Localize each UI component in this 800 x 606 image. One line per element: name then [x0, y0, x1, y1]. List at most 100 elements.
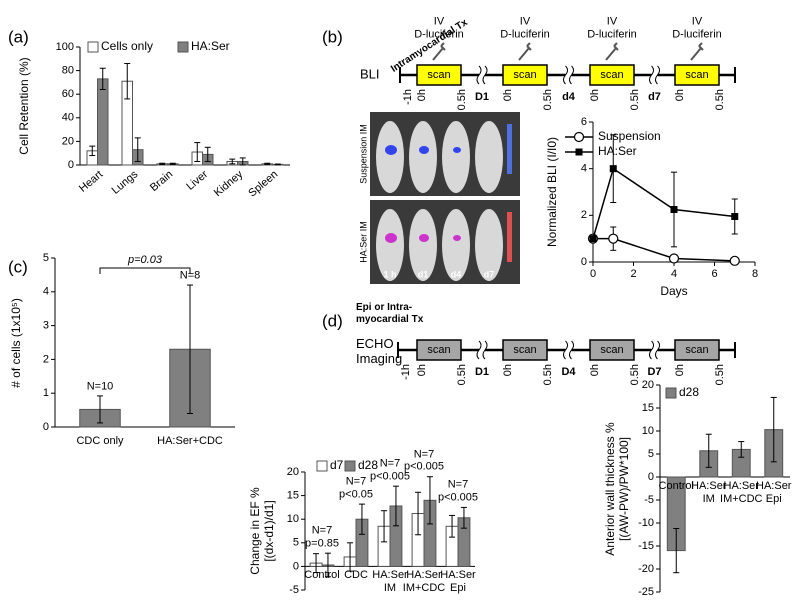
legend-swatch [665, 387, 677, 399]
y-tick-label: 60 [62, 88, 74, 100]
marker [731, 213, 739, 220]
scan-box [502, 339, 548, 361]
scan-label: scan [600, 69, 623, 81]
image-col-label: 1 h [383, 269, 396, 279]
timeline-break-mark [563, 65, 574, 85]
injection-label: IV D-luciferin [587, 15, 637, 40]
y-tick-label: 20 [62, 135, 74, 147]
scan-label: scan [513, 69, 536, 81]
scan-label: scan [427, 344, 450, 356]
image-col-label: d7 [484, 269, 495, 279]
x-tick-label: HA:Ser Epi [440, 569, 476, 595]
y-tick-label: 5 [293, 537, 299, 549]
y-tick-label: 2 [43, 353, 49, 365]
legend-swatch [344, 460, 356, 472]
x-tick-label: HA:Ser IM+CDC [402, 569, 446, 595]
timeline-tick: 0.5h [542, 89, 554, 110]
timeline-day: D7 [647, 366, 661, 378]
mouse [409, 209, 437, 281]
scan-box [589, 64, 635, 86]
panel-label: (b) [322, 27, 343, 46]
timeline-tick: -1h [402, 89, 414, 105]
x-tick-label: Lungs [110, 168, 141, 197]
signal [419, 234, 429, 242]
legend-swatch [87, 41, 99, 53]
timeline-break-mark [649, 65, 660, 85]
y-tick-label: 3 [43, 320, 49, 332]
x-tick-label: Control [658, 480, 694, 492]
marker [668, 253, 680, 264]
timeline-break [651, 66, 658, 84]
timeline-tick: 0h [589, 89, 601, 101]
x-tick-label: 2 [630, 268, 636, 280]
syringe-icon [605, 42, 619, 61]
x-tick-label: HA:Ser Epi [756, 480, 792, 505]
x-tick-label: Brain [148, 168, 175, 194]
signal [385, 145, 397, 155]
timeline-tick: 0.5h [629, 89, 641, 110]
y-axis-label: # of cells (1x10⁵) [9, 297, 24, 388]
x-tick-label: Kidney [212, 168, 246, 199]
timeline-break [479, 341, 485, 359]
timeline-tick: 0.5h [629, 364, 641, 385]
x-tick-label: Heart [77, 168, 105, 194]
scan-label: scan [513, 344, 536, 356]
timeline-label: ECHO Imaging [356, 336, 403, 366]
marker [670, 206, 678, 213]
y-tick-label: 4 [581, 163, 587, 175]
x-tick-label: Spleen [246, 168, 280, 199]
panel-label: (d) [322, 311, 343, 330]
annotation: N=7 p<0.05 [339, 475, 373, 501]
timeline-tick: 0.5h [456, 364, 468, 385]
image-row-label: Suspension IM [358, 124, 368, 184]
timeline-break [651, 341, 658, 359]
x-tick-label: Control [304, 569, 340, 582]
y-tick-label: 0 [581, 256, 587, 268]
mouse [475, 209, 503, 281]
timeline-tick: 0h [416, 364, 428, 376]
legend-marker [573, 131, 585, 143]
mouse [376, 209, 404, 281]
mouse [475, 121, 503, 193]
timeline-break-mark [476, 340, 488, 360]
annotation: N=7 p<0.005 [403, 448, 445, 474]
colorbar [507, 212, 512, 262]
annotation: N=7 p=0.85 [305, 524, 339, 550]
timeline-day: d4 [562, 91, 576, 103]
x-tick-label: HA:Ser IM+CDC [720, 480, 763, 505]
y-tick-label: 0 [68, 159, 74, 171]
scan-label: scan [600, 344, 623, 356]
y-tick-label: 10 [642, 425, 654, 437]
timeline-day: D1 [475, 91, 489, 103]
annotation: N=7 p<0.005 [369, 457, 411, 483]
marker [729, 255, 740, 266]
y-axis-label: Normalized BLI (I/I0) [545, 136, 560, 248]
y-tick-label: 15 [287, 490, 299, 502]
y-tick-label: -5 [289, 584, 299, 596]
timeline-tick: -1h [400, 364, 412, 380]
image-col-label: d4 [451, 269, 462, 279]
y-tick-label: -15 [638, 540, 654, 552]
colorbar [507, 124, 512, 174]
x-tick-label: CDC only [76, 435, 124, 447]
x-axis-label: Days [660, 284, 687, 298]
bracket-label: p=0.03 [127, 254, 163, 266]
y-axis-label: Anterior wall thickness % [(AW-PW)/PW*10… [603, 421, 631, 556]
syringe-icon [690, 42, 704, 61]
image-col-label: d1 [418, 269, 429, 279]
x-tick-label: 6 [711, 268, 717, 280]
legend-label: d28 [358, 458, 378, 472]
legend-label: Suspension [598, 129, 661, 143]
scan-box [589, 339, 635, 361]
scan-label: scan [685, 69, 708, 81]
legend-label: d28 [679, 385, 699, 399]
legend-label: Cells only [101, 39, 153, 53]
x-tick-label: CDC [344, 569, 368, 582]
signal [419, 146, 429, 154]
timeline-tick: 0.5h [714, 364, 726, 385]
marker [589, 235, 597, 243]
timeline-day: d7 [648, 91, 661, 103]
y-tick-label: -25 [638, 586, 654, 598]
timeline-title: Epi or Intra- myocardial Tx [356, 302, 424, 325]
